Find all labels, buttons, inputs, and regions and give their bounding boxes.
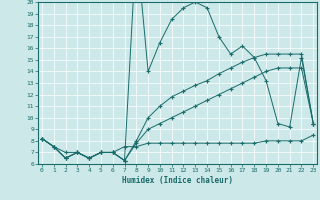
X-axis label: Humidex (Indice chaleur): Humidex (Indice chaleur) xyxy=(122,176,233,185)
